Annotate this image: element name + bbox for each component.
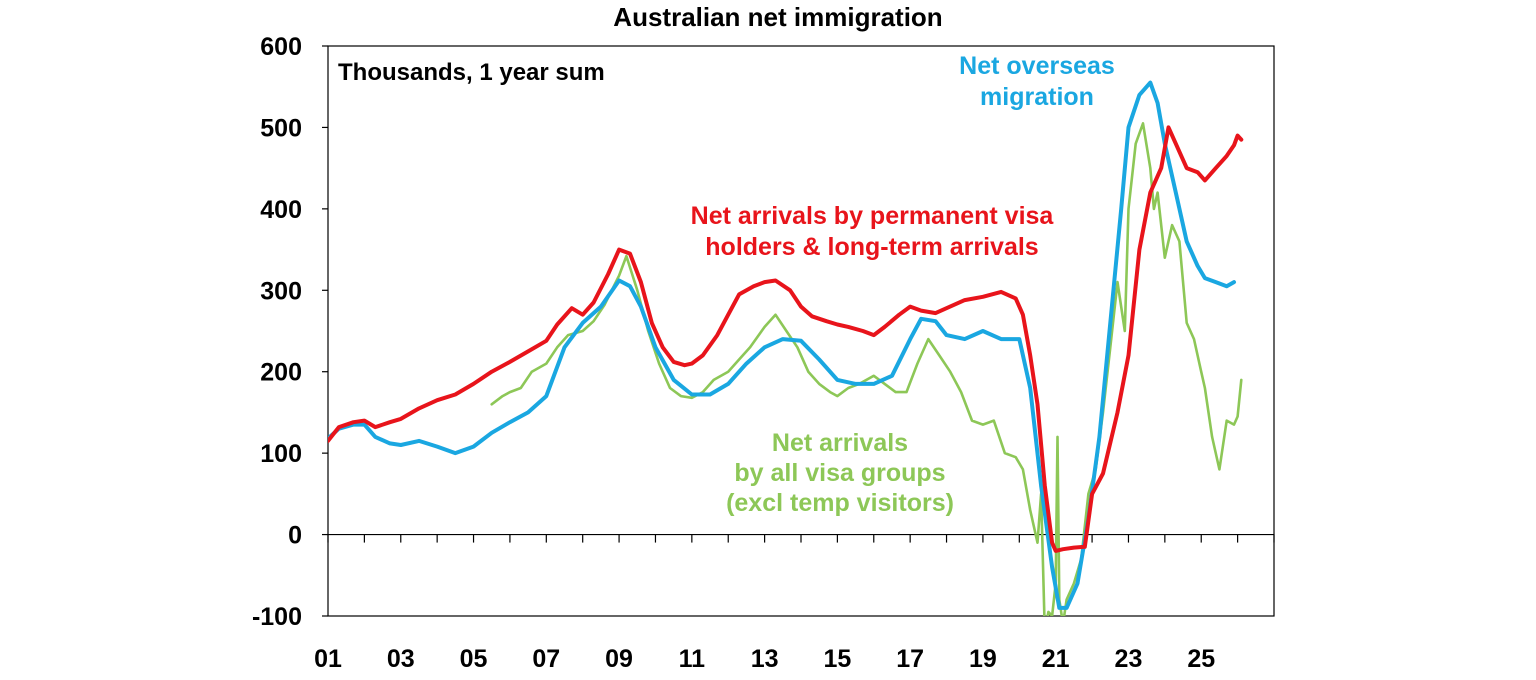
x-tick-label: 01 (314, 645, 342, 673)
series-annotations: Net arrivals by permanent visa holders & … (691, 52, 1115, 517)
unit-note: Thousands, 1 year sum (338, 59, 605, 86)
series-label-blue: migration (980, 83, 1094, 111)
y-tick-label: 200 (260, 359, 302, 387)
y-tick-label: 0 (288, 522, 302, 550)
series-line-green (490, 122, 1243, 616)
x-tick-label: 07 (532, 645, 560, 673)
series-line-blue (328, 80, 1236, 610)
y-tick-label: 600 (260, 33, 302, 61)
plot-area-border (327, 45, 1275, 617)
y-tick-label: 100 (260, 440, 302, 468)
x-axis: 01 03 05 07 09 11 13 15 17 19 21 23 25 (314, 534, 1275, 673)
x-tick-label: 17 (896, 645, 924, 673)
series-label-red: holders & long-term arrivals (705, 233, 1038, 261)
series-label-red: Net arrivals by permanent visa (691, 202, 1055, 230)
x-tick-label: 25 (1187, 645, 1215, 673)
series-label-green: Net arrivals (772, 429, 908, 457)
x-tick-label: 23 (1115, 645, 1143, 673)
y-tick-label: 400 (260, 196, 302, 224)
series-line-red (328, 125, 1244, 553)
y-tick-label: 500 (260, 114, 302, 142)
x-tick-label: 15 (823, 645, 851, 673)
y-tick-label: -100 (252, 603, 302, 631)
x-tick-label: 05 (460, 645, 488, 673)
y-tick-label: 300 (260, 277, 302, 305)
x-tick-label: 09 (605, 645, 633, 673)
series-lines (328, 80, 1244, 616)
y-axis: -100 0 100 200 300 400 500 600 (252, 33, 328, 631)
x-tick-label: 21 (1042, 645, 1070, 673)
x-tick-label: 19 (969, 645, 997, 673)
chart-title: Australian net immigration (613, 2, 942, 32)
series-label-green: (excl temp visitors) (726, 489, 954, 517)
series-label-green: by all visa groups (734, 459, 945, 487)
x-tick-label: 13 (751, 645, 779, 673)
series-label-blue: Net overseas (959, 52, 1115, 80)
x-tick-label: 11 (679, 645, 706, 673)
x-tick-label: 03 (387, 645, 415, 673)
